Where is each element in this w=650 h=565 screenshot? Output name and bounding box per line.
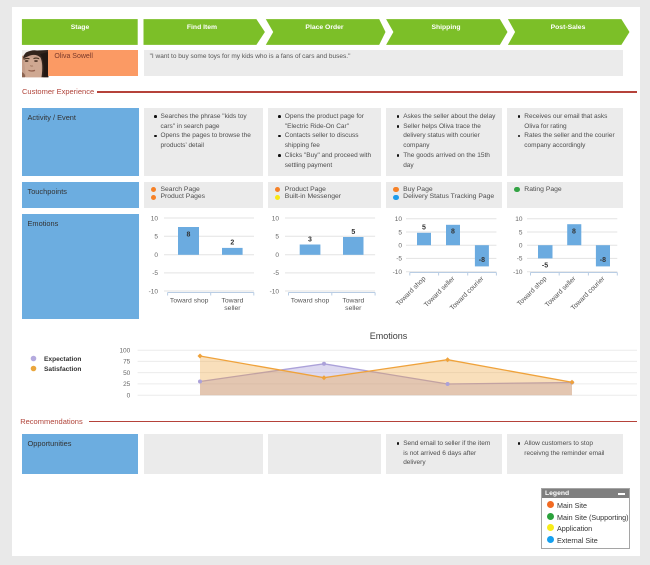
svg-text:75: 75 [123,359,131,366]
svg-text:5: 5 [351,229,355,236]
svg-text:0: 0 [519,243,523,250]
svg-text:-5: -5 [542,263,548,270]
svg-text:Find Item: Find Item [187,24,217,31]
svg-text:-8: -8 [479,257,485,264]
svg-text:-10: -10 [149,288,159,295]
svg-text:-5: -5 [152,270,158,277]
svg-text:Shipping: Shipping [431,24,460,31]
svg-text:5: 5 [519,229,523,236]
svg-text:0: 0 [398,243,402,250]
svg-text:-5: -5 [273,270,279,277]
svg-text:50: 50 [123,370,131,377]
svg-text:Post-Sales: Post-Sales [551,24,586,31]
svg-text:seller: seller [224,305,241,312]
svg-text:3: 3 [308,237,312,244]
svg-text:Toward shop: Toward shop [395,275,427,307]
svg-text:-5: -5 [517,256,523,263]
svg-text:5: 5 [398,229,402,236]
svg-text:25: 25 [123,381,131,388]
svg-text:5: 5 [275,234,279,241]
svg-text:0: 0 [127,393,131,400]
svg-text:seller: seller [345,305,362,312]
svg-text:10: 10 [151,215,159,222]
svg-text:2: 2 [230,239,234,246]
svg-text:-10: -10 [513,269,523,276]
svg-text:Toward: Toward [221,297,243,304]
svg-text:Toward: Toward [342,297,364,304]
svg-text:Toward shop: Toward shop [516,275,548,307]
svg-text:10: 10 [515,216,523,223]
svg-text:Stage: Stage [71,24,90,31]
svg-text:8: 8 [572,228,576,235]
svg-text:5: 5 [154,234,158,241]
svg-text:-10: -10 [270,288,280,295]
svg-text:0: 0 [154,252,158,259]
svg-text:Place Order: Place Order [305,24,344,31]
svg-text:8: 8 [187,232,191,239]
svg-text:Toward shop: Toward shop [291,297,330,304]
svg-text:Expectation: Expectation [44,356,81,363]
svg-text:-8: -8 [600,257,606,264]
svg-text:5: 5 [422,225,426,232]
svg-text:-10: -10 [393,269,403,276]
svg-text:Toward shop: Toward shop [170,297,209,304]
svg-text:8: 8 [451,228,455,235]
svg-text:-5: -5 [396,256,402,263]
svg-text:100: 100 [119,348,130,355]
svg-text:0: 0 [275,252,279,259]
svg-text:10: 10 [395,216,403,223]
svg-text:10: 10 [272,215,280,222]
svg-text:Satisfaction: Satisfaction [44,366,81,373]
